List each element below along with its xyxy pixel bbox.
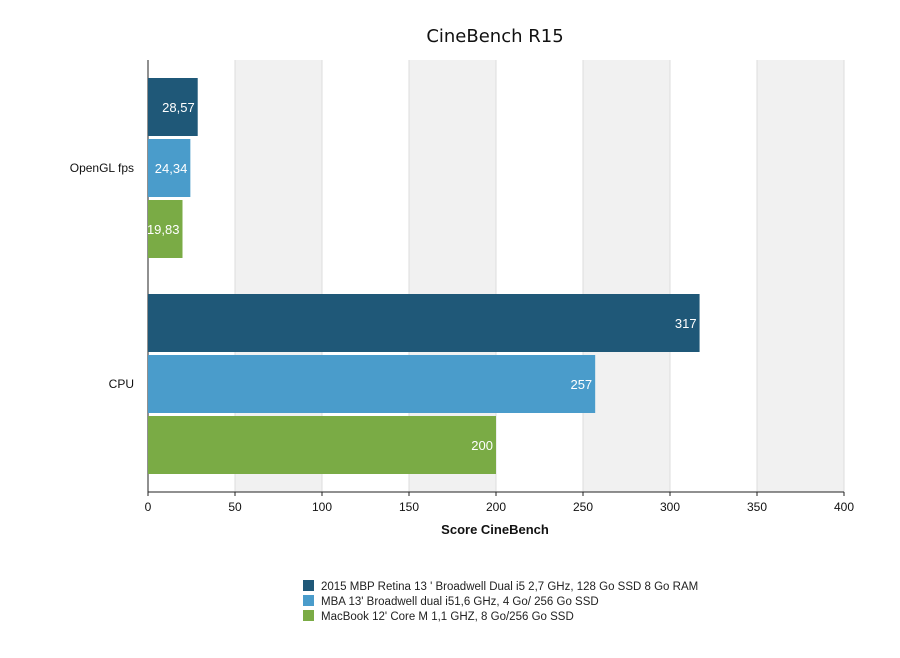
x-tick-label: 300 [660,500,680,514]
legend-swatch [303,610,314,621]
x-tick-label: 50 [228,500,242,514]
bar [148,355,596,413]
category-label: OpenGL fps [70,161,134,175]
legend-label: MBA 13' Broadwell dual i51,6 GHz, 4 Go/ … [321,596,599,608]
bar-data-label: 24,34 [155,161,188,176]
bar [148,78,198,136]
x-tick-label: 400 [834,500,854,514]
bar-data-label: 28,57 [162,100,195,115]
bar [148,139,191,197]
x-axis-title: Score CineBench [441,522,549,537]
x-tick-label: 250 [573,500,593,514]
bar-data-label: 19,83 [147,222,180,237]
x-tick-label: 200 [486,500,506,514]
bar [148,416,496,474]
x-tick-label: 100 [312,500,332,514]
bar-data-label: 317 [675,316,697,331]
legend-label: MacBook 12' Core M 1,1 GHZ, 8 Go/256 Go … [321,611,574,623]
bar [148,200,183,258]
grid-band [757,60,844,492]
plot-area: 0 50 100 150 200 250 300 350 400 OpenGL fps 28,57 2… [70,60,854,514]
x-tick-label: 150 [399,500,419,514]
chart-title: CineBench R15 [426,26,563,47]
x-tick-label: 0 [145,500,152,514]
legend: 2015 MBP Retina 13 ' Broadwell Dual i5 2… [303,580,698,623]
bar [148,294,700,352]
category-label: CPU [109,377,134,391]
grid-band [583,60,670,492]
legend-swatch [303,595,314,606]
x-tick-label: 350 [747,500,767,514]
bar-data-label: 200 [471,438,493,453]
legend-swatch [303,580,314,591]
bar-data-label: 257 [570,377,592,392]
legend-label: 2015 MBP Retina 13 ' Broadwell Dual i5 2… [321,581,698,593]
